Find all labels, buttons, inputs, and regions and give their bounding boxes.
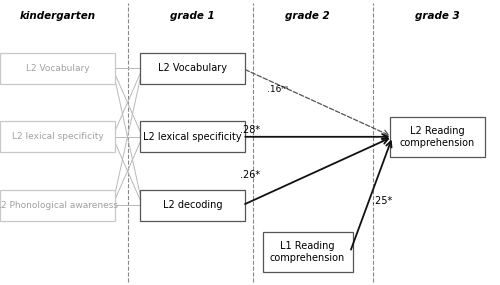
Text: L2 Vocabulary: L2 Vocabulary (26, 64, 90, 73)
Text: kindergarten: kindergarten (20, 11, 96, 21)
FancyBboxPatch shape (0, 190, 115, 221)
Text: grade 2: grade 2 (285, 11, 330, 21)
FancyBboxPatch shape (390, 117, 485, 157)
Text: L2 Phonological awareness: L2 Phonological awareness (0, 201, 118, 210)
Text: grade 3: grade 3 (415, 11, 460, 21)
Text: L1 Reading
comprehension: L1 Reading comprehension (270, 241, 345, 263)
FancyBboxPatch shape (262, 232, 352, 272)
Text: .28*: .28* (240, 125, 260, 135)
Text: L2 Reading
comprehension: L2 Reading comprehension (400, 126, 475, 148)
Text: L2 Vocabulary: L2 Vocabulary (158, 63, 227, 74)
FancyBboxPatch shape (0, 53, 115, 84)
Text: .26*: .26* (240, 170, 260, 180)
FancyBboxPatch shape (140, 121, 245, 152)
Text: .25*: .25* (372, 196, 392, 206)
Text: grade 1: grade 1 (170, 11, 215, 21)
FancyBboxPatch shape (0, 121, 115, 152)
Text: L2 lexical specificity: L2 lexical specificity (143, 132, 242, 142)
FancyBboxPatch shape (140, 53, 245, 84)
Text: L2 decoding: L2 decoding (163, 200, 222, 210)
Text: L2 lexical specificity: L2 lexical specificity (12, 132, 104, 141)
FancyBboxPatch shape (140, 190, 245, 221)
Text: .16ⁿˢ: .16ⁿˢ (267, 85, 288, 94)
